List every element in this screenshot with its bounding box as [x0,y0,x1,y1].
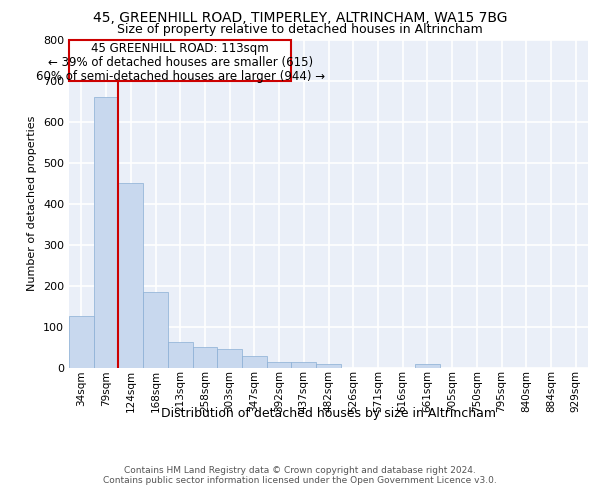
Bar [267,362,292,368]
Bar [94,98,118,368]
Bar [69,316,94,368]
Bar [118,184,143,368]
Text: 45 GREENHILL ROAD: 113sqm: 45 GREENHILL ROAD: 113sqm [91,42,269,56]
Bar [415,364,440,368]
Bar [217,349,242,368]
Text: 60% of semi-detached houses are larger (944) →: 60% of semi-detached houses are larger (… [35,70,325,82]
Text: Size of property relative to detached houses in Altrincham: Size of property relative to detached ho… [117,24,483,36]
Bar [143,292,168,368]
Y-axis label: Number of detached properties: Number of detached properties [28,116,37,292]
Text: Contains public sector information licensed under the Open Government Licence v3: Contains public sector information licen… [103,476,497,485]
Bar [193,347,217,368]
Text: Contains HM Land Registry data © Crown copyright and database right 2024.: Contains HM Land Registry data © Crown c… [124,466,476,475]
Text: 45, GREENHILL ROAD, TIMPERLEY, ALTRINCHAM, WA15 7BG: 45, GREENHILL ROAD, TIMPERLEY, ALTRINCHA… [93,11,507,25]
Bar [168,342,193,367]
Bar [242,356,267,368]
Text: Distribution of detached houses by size in Altrincham: Distribution of detached houses by size … [161,408,496,420]
Text: ← 39% of detached houses are smaller (615): ← 39% of detached houses are smaller (61… [47,56,313,69]
Bar [316,364,341,368]
FancyBboxPatch shape [69,40,292,81]
Bar [292,362,316,368]
